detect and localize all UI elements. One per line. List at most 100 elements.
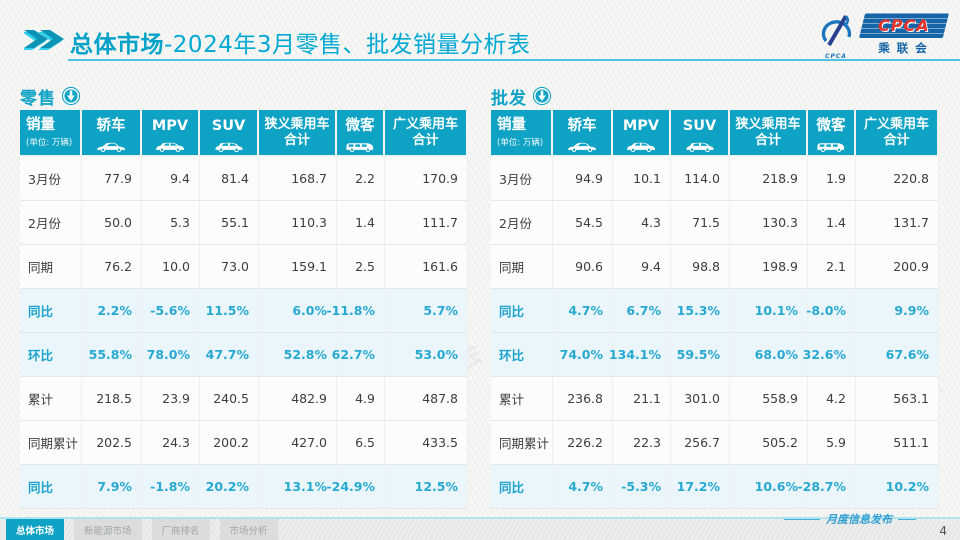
table-cell: 73.0 <box>200 245 259 289</box>
suv-icon <box>214 137 244 153</box>
column-header: SUV <box>671 110 730 157</box>
table-cell: 200.2 <box>200 421 259 465</box>
column-header: 轿车 <box>553 110 613 157</box>
table-cell: 10.2% <box>856 465 939 509</box>
row-label: 同比 <box>20 465 82 509</box>
table-cell: 68.0% <box>730 333 808 377</box>
row-label: 同比 <box>20 289 82 333</box>
footer-tab-3[interactable]: 市场分析 <box>219 519 278 540</box>
column-header: 狭义乘用车 合计 <box>730 110 808 157</box>
table-cell: 111.7 <box>385 201 468 245</box>
logo-plate: CPCA <box>858 13 950 38</box>
column-header: 轿车 <box>82 110 142 157</box>
table-cell: 511.1 <box>856 421 939 465</box>
table-cell: 90.6 <box>553 245 613 289</box>
note-dash-right <box>898 518 916 520</box>
sedan-icon <box>96 137 126 152</box>
column-header: 微客 <box>808 110 856 157</box>
column-header-sales: 销量 (单位: 万辆) <box>20 110 82 157</box>
table-cell: 47.7% <box>200 333 259 377</box>
table-cell: 161.6 <box>385 245 468 289</box>
table-cell: 24.3 <box>142 421 200 465</box>
van-icon <box>345 137 375 152</box>
down-arrow-icon <box>532 86 552 107</box>
table-cell: 240.5 <box>200 377 259 421</box>
table-cell: -1.8% <box>142 465 200 509</box>
column-header: 微客 <box>337 110 385 157</box>
table-cell: 10.1% <box>730 289 808 333</box>
footer-note: 月度信息发布 <box>784 511 916 527</box>
table-cell: 53.0% <box>385 333 468 377</box>
row-label: 同比 <box>491 289 553 333</box>
footer-tab-1[interactable]: 新能源市场 <box>74 519 142 540</box>
row-label: 环比 <box>20 333 82 377</box>
table-cell: 77.9 <box>82 157 142 201</box>
table-cell: 76.2 <box>82 245 142 289</box>
page-title-rest: -2024年3月零售、批发销量分析表 <box>164 32 531 58</box>
title-underline <box>68 59 960 61</box>
swoosh-icon <box>821 14 852 47</box>
column-header: 广义乘用车 合计 <box>856 110 939 157</box>
table-cell: 55.1 <box>200 201 259 245</box>
cpca-logo: CPCA CPCA 乘联会 <box>814 13 950 60</box>
table-cell: 563.1 <box>856 377 939 421</box>
table-cell: 11.5% <box>200 289 259 333</box>
table-cell: 20.2% <box>200 465 259 509</box>
column-header: SUV <box>200 110 259 157</box>
double-chevron-icon <box>22 23 68 59</box>
table-cell: 5.9 <box>808 421 856 465</box>
wholesale-section-title: 批发 <box>491 84 552 109</box>
retail-title-text: 零售 <box>20 88 56 109</box>
mpv-icon <box>155 137 185 152</box>
table-cell: 15.3% <box>671 289 730 333</box>
table-cell: 10.0 <box>142 245 200 289</box>
table-cell: 74.0% <box>553 333 613 377</box>
row-label: 环比 <box>491 333 553 377</box>
down-arrow-icon <box>61 86 81 107</box>
row-label: 同期累计 <box>20 421 82 465</box>
table-cell: 32.6% <box>803 333 856 377</box>
column-header: 广义乘用车 合计 <box>385 110 468 157</box>
table-cell: 5.7% <box>385 289 468 333</box>
table-cell: 218.5 <box>82 377 142 421</box>
table-cell: -24.9% <box>326 465 385 509</box>
table-cell: 256.7 <box>671 421 730 465</box>
table-cell: 558.9 <box>730 377 808 421</box>
table-cell: 427.0 <box>259 421 337 465</box>
wholesale-table: 销量 (单位: 万辆) 轿车 MPV SUV 狭义乘用车 合计 微客 广义乘用车 合计 3月份 94.… <box>491 110 939 509</box>
table-cell: -5.3% <box>613 465 671 509</box>
table-cell: 168.7 <box>259 157 337 201</box>
table-cell: 22.3 <box>613 421 671 465</box>
retail-table: 销量 (单位: 万辆) 轿车 MPV SUV 狭义乘用车 合计 微客 广义乘用车 合计 3月份 77.… <box>20 110 468 509</box>
footer-tab-2[interactable]: 厂商排名 <box>151 519 210 540</box>
table-cell: 220.8 <box>856 157 939 201</box>
row-label: 累计 <box>491 377 553 421</box>
table-cell: 94.9 <box>553 157 613 201</box>
retail-section-title: 零售 <box>20 84 81 109</box>
table-cell: 78.0% <box>142 333 200 377</box>
row-label: 3月份 <box>20 157 82 201</box>
table-cell: 7.9% <box>82 465 142 509</box>
row-label: 同期 <box>20 245 82 289</box>
table-cell: 2.5 <box>337 245 385 289</box>
table-cell: 202.5 <box>82 421 142 465</box>
table-cell: 1.4 <box>808 201 856 245</box>
suv-icon <box>685 137 715 153</box>
table-cell: 301.0 <box>671 377 730 421</box>
table-cell: 198.9 <box>730 245 808 289</box>
sedan-icon <box>567 137 597 152</box>
table-cell: 98.8 <box>671 245 730 289</box>
footer-tab-0[interactable]: 总体市场 <box>6 519 65 540</box>
table-cell: 4.2 <box>808 377 856 421</box>
table-cell: 59.5% <box>671 333 730 377</box>
table-cell: 4.7% <box>553 289 613 333</box>
logo-swoosh-caption: CPCA <box>825 53 847 60</box>
note-dash-left <box>784 518 820 520</box>
row-label: 2月份 <box>20 201 82 245</box>
table-cell: 114.0 <box>671 157 730 201</box>
table-cell: 134.1% <box>609 333 671 377</box>
logo-acronym: CPCA <box>878 16 930 35</box>
footer-bar: 总体市场 新能源市场 厂商排名 市场分析 <box>0 519 960 540</box>
table-cell: 23.9 <box>142 377 200 421</box>
table-cell: 5.3 <box>142 201 200 245</box>
